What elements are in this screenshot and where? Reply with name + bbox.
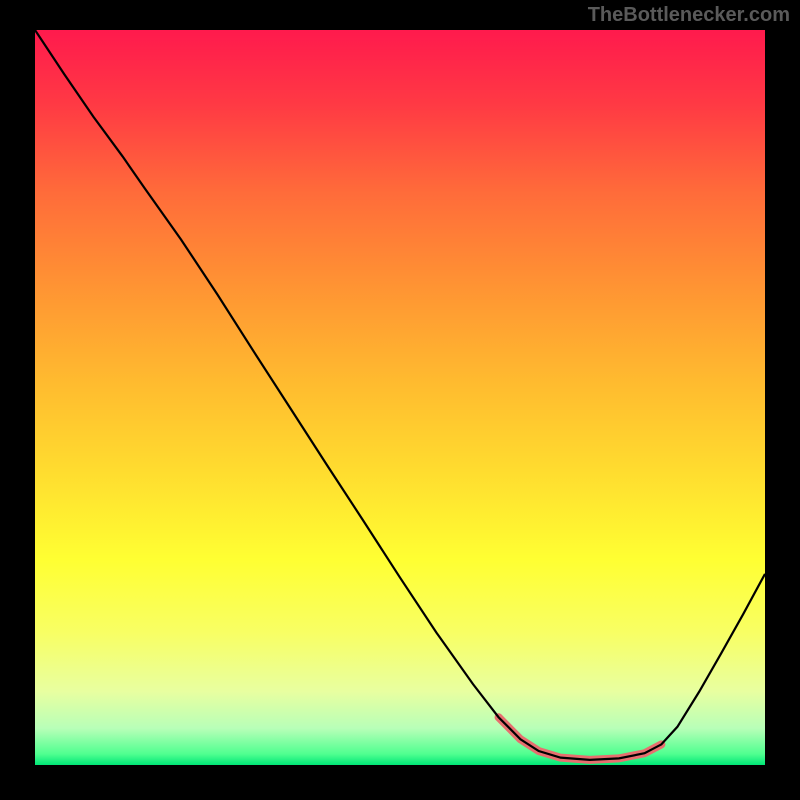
chart-container: TheBottlenecker.com [0,0,800,800]
gradient-background [35,30,765,765]
plot-area [35,30,765,765]
watermark-text: TheBottlenecker.com [588,4,790,27]
